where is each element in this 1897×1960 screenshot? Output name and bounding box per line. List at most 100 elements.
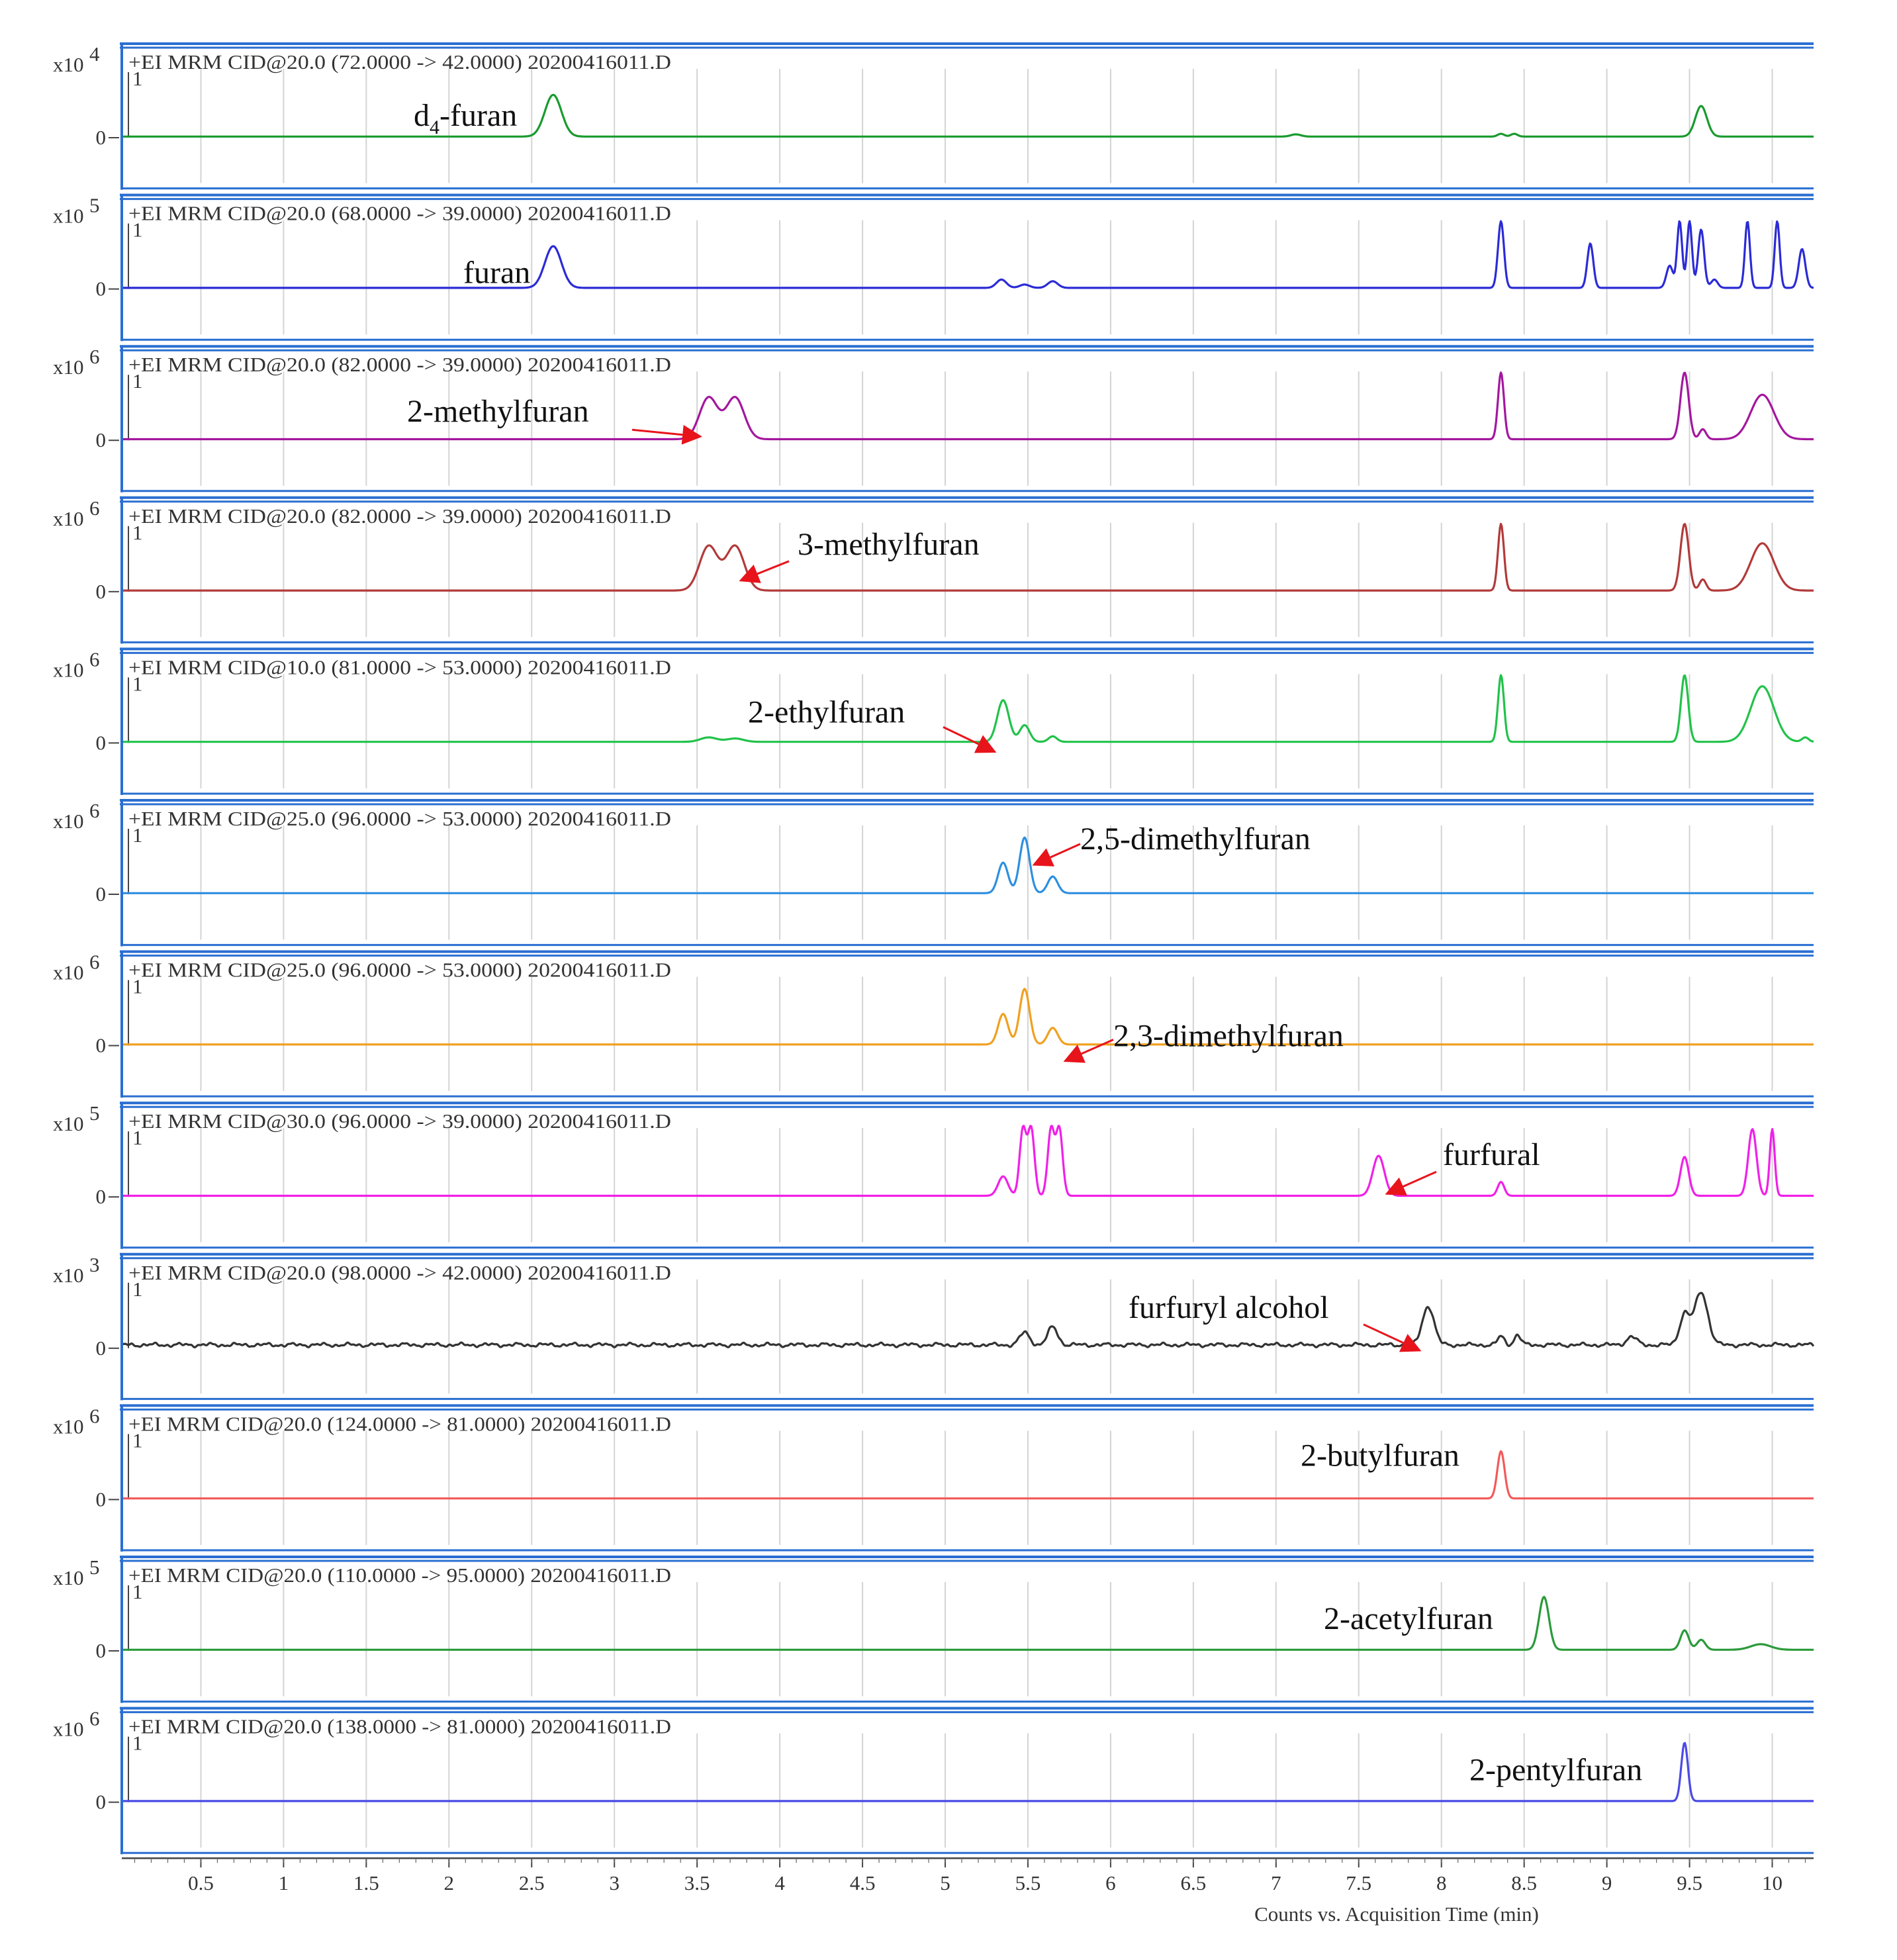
panel-title: +EI MRM CID@20.0 (82.0000 -> 39.0000) 20… bbox=[128, 353, 671, 376]
x-tick-label: 2 bbox=[444, 1871, 455, 1894]
trace-furfuryl-alcohol bbox=[122, 1291, 1815, 1348]
chromatogram-panel-8: 1 0 x10 5 +EI MRM CID@30.0 (96.0000 -> 39.00… bbox=[53, 1101, 1814, 1249]
x-tick-label: 4 bbox=[774, 1871, 785, 1894]
panel-title: +EI MRM CID@20.0 (110.0000 -> 95.0000) 2… bbox=[128, 1563, 671, 1587]
x-axis-title: Counts vs. Acquisition Time (min) bbox=[1254, 1902, 1539, 1926]
y-tick-0: 0 bbox=[96, 731, 107, 754]
trace-d4-furan bbox=[122, 93, 1814, 138]
y-tick-1: 1 bbox=[132, 1428, 143, 1452]
panel-title: +EI MRM CID@20.0 (82.0000 -> 39.0000) 20… bbox=[128, 504, 671, 528]
y-scale-exponent: 6 bbox=[89, 799, 100, 822]
y-tick-0: 0 bbox=[96, 1487, 107, 1511]
x-tick-label: 2.5 bbox=[519, 1871, 545, 1894]
y-scale-exponent: 6 bbox=[89, 345, 100, 368]
compound-label: furfural bbox=[1443, 1137, 1540, 1172]
y-tick-1: 1 bbox=[132, 369, 143, 393]
y-scale-label: x10 bbox=[53, 810, 84, 833]
panel-title: +EI MRM CID@20.0 (98.0000 -> 42.0000) 20… bbox=[128, 1261, 671, 1284]
chromatogram-panel-4: 1 0 x10 6 +EI MRM CID@20.0 (82.0000 -> 39.00… bbox=[53, 496, 1814, 644]
compound-label: 2-butylfuran bbox=[1301, 1438, 1459, 1473]
compound-label: 2-acetylfuran bbox=[1324, 1601, 1493, 1636]
y-scale-label: x10 bbox=[53, 658, 84, 681]
chromatogram-panel-12: 1 0 x10 6 +EI MRM CID@20.0 (138.0000 -> 81.0… bbox=[53, 1706, 1814, 1855]
trace-2-methylfuran bbox=[122, 371, 1814, 441]
compound-label: d4-furan bbox=[414, 98, 517, 138]
x-tick-label: 5 bbox=[940, 1871, 950, 1894]
x-tick-label: 1 bbox=[279, 1871, 289, 1894]
panel-title: +EI MRM CID@30.0 (96.0000 -> 39.0000) 20… bbox=[128, 1109, 671, 1133]
panel-title: +EI MRM CID@25.0 (96.0000 -> 53.0000) 20… bbox=[128, 958, 671, 982]
compound-label: 2,5-dimethylfuran bbox=[1080, 821, 1311, 857]
y-tick-0: 0 bbox=[96, 580, 107, 603]
y-scale-label: x10 bbox=[53, 355, 84, 379]
y-tick-0: 0 bbox=[96, 277, 107, 301]
panel-title: +EI MRM CID@20.0 (124.0000 -> 81.0000) 2… bbox=[128, 1412, 671, 1435]
trace-2-butylfuran bbox=[122, 1450, 1814, 1500]
x-tick-label: 7.5 bbox=[1346, 1871, 1371, 1894]
y-tick-1: 1 bbox=[132, 67, 143, 90]
trace-2-pentylfuran bbox=[122, 1742, 1814, 1802]
y-tick-1: 1 bbox=[132, 975, 143, 998]
trace-2-acetylfuran bbox=[122, 1595, 1814, 1651]
trace-2-5-dimethylfuran bbox=[122, 836, 1814, 894]
panel-title: +EI MRM CID@20.0 (72.0000 -> 42.0000) 20… bbox=[128, 50, 671, 73]
x-tick-label: 10 bbox=[1762, 1871, 1782, 1894]
x-tick-label: 9 bbox=[1602, 1871, 1612, 1894]
chromatogram-panel-11: 1 0 x10 5 +EI MRM CID@20.0 (110.0000 -> 95.0… bbox=[53, 1556, 1814, 1703]
compound-label: furfuryl alcohol bbox=[1129, 1290, 1329, 1325]
y-tick-0: 0 bbox=[96, 882, 107, 906]
annotation-arrow bbox=[1363, 1323, 1422, 1352]
annotation-arrow bbox=[631, 424, 702, 445]
annotation-arrow bbox=[1032, 843, 1081, 866]
y-scale-exponent: 6 bbox=[89, 1707, 100, 1730]
annotation-arrow bbox=[943, 726, 997, 753]
y-scale-exponent: 5 bbox=[89, 194, 100, 217]
y-tick-1: 1 bbox=[132, 1580, 143, 1603]
y-tick-0: 0 bbox=[96, 1791, 107, 1814]
y-scale-exponent: 6 bbox=[89, 647, 100, 671]
y-scale-label: x10 bbox=[53, 961, 84, 984]
y-tick-0: 0 bbox=[96, 126, 107, 149]
y-tick-1: 1 bbox=[132, 521, 143, 544]
panel-title: +EI MRM CID@20.0 (68.0000 -> 39.0000) 20… bbox=[128, 202, 671, 225]
y-tick-0: 0 bbox=[96, 428, 107, 451]
y-tick-0: 0 bbox=[96, 1185, 107, 1208]
trace-3-methylfuran bbox=[122, 522, 1814, 592]
chromatogram-panel-2: 1 0 x10 5 +EI MRM CID@20.0 (68.0000 -> 39.00… bbox=[53, 193, 1814, 342]
x-tick-label: 8.5 bbox=[1511, 1871, 1537, 1894]
compound-label: 2-methylfuran bbox=[407, 394, 589, 429]
x-tick-label: 9.5 bbox=[1677, 1871, 1702, 1894]
y-tick-1: 1 bbox=[132, 1732, 143, 1755]
compound-label: furan bbox=[463, 256, 530, 291]
y-tick-1: 1 bbox=[132, 1126, 143, 1149]
chromatogram-panel-9: 1 0 x10 3 +EI MRM CID@20.0 (98.0000 -> 42.00… bbox=[53, 1252, 1815, 1401]
trace-furan bbox=[122, 220, 1814, 289]
trace-2-3-dimethylfuran bbox=[122, 988, 1814, 1046]
y-scale-exponent: 6 bbox=[89, 951, 100, 974]
x-tick-label: 4.5 bbox=[850, 1871, 876, 1894]
x-tick-label: 3.5 bbox=[684, 1871, 710, 1894]
y-scale-label: x10 bbox=[53, 53, 84, 76]
compound-label: 2,3-dimethylfuran bbox=[1113, 1019, 1344, 1054]
panel-title: +EI MRM CID@20.0 (138.0000 -> 81.0000) 2… bbox=[128, 1715, 671, 1738]
y-scale-label: x10 bbox=[53, 1415, 84, 1438]
x-tick-label: 7 bbox=[1271, 1871, 1281, 1894]
y-scale-label: x10 bbox=[53, 1112, 84, 1135]
compound-label: 3-methylfuran bbox=[798, 527, 980, 562]
x-tick-label: 6.5 bbox=[1180, 1871, 1206, 1894]
chromatogram-panel-3: 1 0 x10 6 +EI MRM CID@20.0 (82.0000 -> 39.00… bbox=[53, 345, 1814, 492]
annotation-arrow bbox=[1063, 1039, 1114, 1063]
chromatogram-panel-6: 1 0 x10 6 +EI MRM CID@25.0 (96.0000 -> 53.00… bbox=[53, 799, 1814, 947]
annotation-arrow bbox=[739, 560, 790, 583]
y-tick-1: 1 bbox=[132, 672, 143, 695]
compound-label: 2-ethylfuran bbox=[748, 694, 905, 729]
y-scale-exponent: 3 bbox=[89, 1253, 100, 1276]
x-tick-label: 6 bbox=[1105, 1871, 1116, 1894]
y-scale-exponent: 6 bbox=[89, 496, 100, 520]
chromatogram-panel-1: 1 0 x10 4 +EI MRM CID@20.0 (72.0000 -> 42.00… bbox=[53, 42, 1814, 190]
x-tick-label: 8 bbox=[1436, 1871, 1447, 1894]
chromatogram-panel-7: 1 0 x10 6 +EI MRM CID@25.0 (96.0000 -> 53.00… bbox=[53, 950, 1814, 1098]
panel-title: +EI MRM CID@10.0 (81.0000 -> 53.0000) 20… bbox=[128, 655, 671, 678]
compound-label: 2-pentylfuran bbox=[1469, 1753, 1642, 1788]
